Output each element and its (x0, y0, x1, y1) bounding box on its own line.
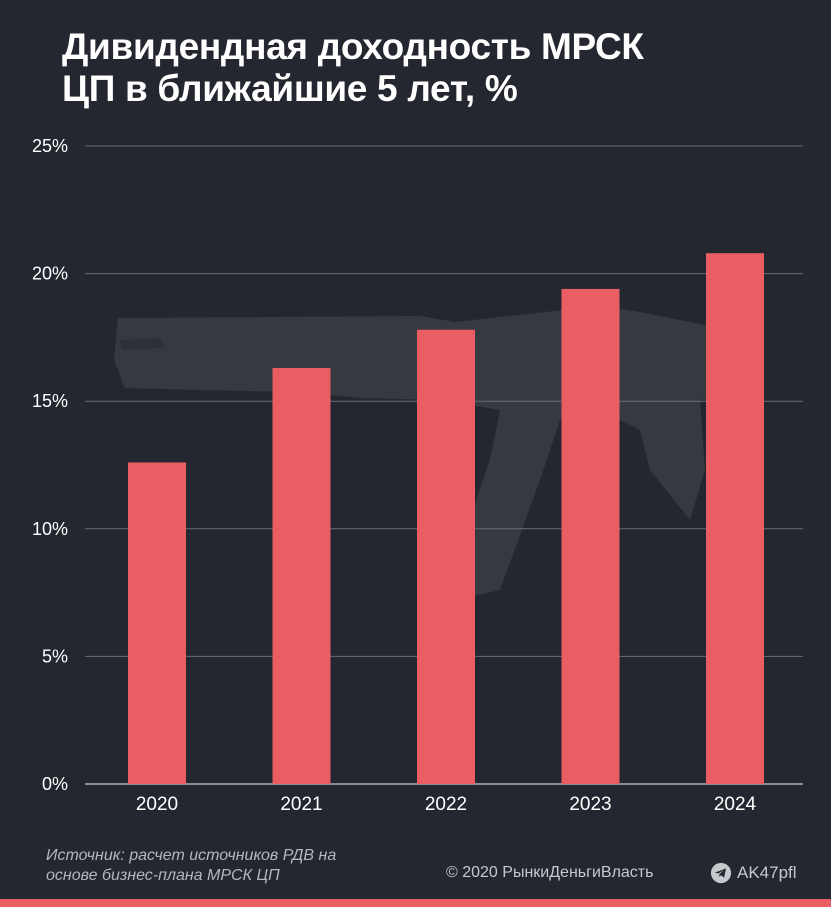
bar-2021 (272, 368, 331, 784)
x-tick-label: 2020 (136, 794, 178, 815)
telegram-icon (710, 862, 732, 884)
y-tick-label: 0% (42, 774, 68, 794)
telegram-handle: AK47pfl (737, 863, 797, 882)
telegram-link[interactable]: AK47pfl (710, 862, 797, 884)
y-tick-label: 10% (32, 519, 68, 539)
bar-2023 (561, 288, 620, 784)
source-line-2: основе бизнес-плана МРСК ЦП (46, 867, 280, 884)
chart-title-line-2: ЦП в ближайшие 5 лет, % (62, 68, 518, 109)
bar-2022 (417, 329, 475, 784)
chart-title-line-1: Дивидендная доходность МРСК (62, 26, 644, 67)
bottom-accent-bar (0, 899, 831, 907)
y-tick-label: 15% (32, 391, 68, 411)
x-tick-label: 2023 (569, 794, 611, 815)
x-tick-label: 2024 (714, 794, 757, 815)
y-tick-label: 5% (42, 646, 68, 666)
y-tick-label: 25% (32, 136, 68, 156)
bar-2024 (706, 253, 764, 784)
y-tick-label: 20% (32, 264, 68, 284)
x-tick-label: 2021 (280, 794, 322, 815)
source-note: Источник: расчет источников РДВ на основ… (46, 846, 426, 886)
copyright-text: © 2020 РынкиДеньгиВласть (446, 864, 654, 881)
chart-title: Дивидендная доходность МРСК ЦП в ближайш… (62, 26, 802, 110)
x-tick-label: 2022 (425, 794, 467, 815)
source-line-1: Источник: расчет источников РДВ на (46, 847, 337, 864)
bar-2020 (128, 462, 186, 784)
